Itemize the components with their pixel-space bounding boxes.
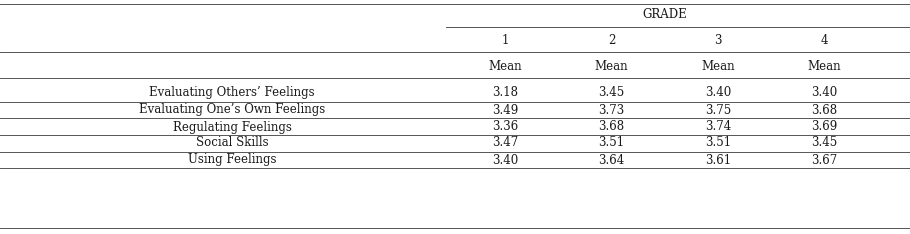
Text: 3.61: 3.61 — [705, 154, 731, 167]
Text: 3.40: 3.40 — [812, 87, 837, 99]
Text: Mean: Mean — [808, 59, 841, 73]
Text: 3.75: 3.75 — [705, 103, 731, 117]
Text: 3.73: 3.73 — [599, 103, 624, 117]
Text: 3.68: 3.68 — [599, 121, 624, 134]
Text: 3.69: 3.69 — [812, 121, 837, 134]
Text: Regulating Feelings: Regulating Feelings — [173, 121, 291, 134]
Text: 3.18: 3.18 — [492, 87, 518, 99]
Text: 3.51: 3.51 — [599, 136, 624, 150]
Text: 3.40: 3.40 — [492, 154, 518, 167]
Text: Mean: Mean — [595, 59, 628, 73]
Text: 3.47: 3.47 — [492, 136, 518, 150]
Text: Mean: Mean — [702, 59, 734, 73]
Text: 3.67: 3.67 — [812, 154, 837, 167]
Text: 3: 3 — [714, 33, 722, 47]
Text: 3.36: 3.36 — [492, 121, 518, 134]
Text: Evaluating One’s Own Feelings: Evaluating One’s Own Feelings — [139, 103, 325, 117]
Text: 2: 2 — [608, 33, 615, 47]
Text: 3.51: 3.51 — [705, 136, 731, 150]
Text: 3.68: 3.68 — [812, 103, 837, 117]
Text: 3.74: 3.74 — [705, 121, 731, 134]
Text: Using Feelings: Using Feelings — [187, 154, 277, 167]
Text: Evaluating Others’ Feelings: Evaluating Others’ Feelings — [149, 87, 315, 99]
Text: 3.45: 3.45 — [599, 87, 624, 99]
Text: Social Skills: Social Skills — [196, 136, 268, 150]
Text: GRADE: GRADE — [642, 8, 687, 22]
Text: 1: 1 — [501, 33, 509, 47]
Text: 3.45: 3.45 — [812, 136, 837, 150]
Text: 3.40: 3.40 — [705, 87, 731, 99]
Text: Mean: Mean — [489, 59, 521, 73]
Text: 4: 4 — [821, 33, 828, 47]
Text: 3.64: 3.64 — [599, 154, 624, 167]
Text: 3.49: 3.49 — [492, 103, 518, 117]
